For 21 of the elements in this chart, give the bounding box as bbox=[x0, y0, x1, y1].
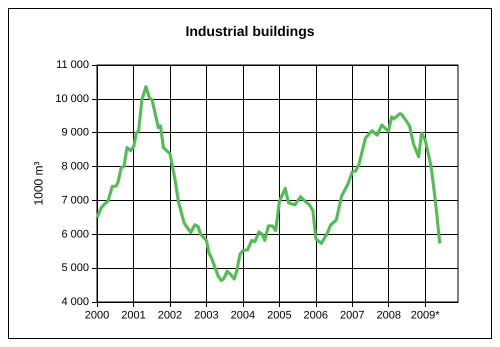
x-tick-label: 2000 bbox=[84, 310, 110, 322]
x-tick-label: 2005 bbox=[267, 310, 292, 322]
y-tick-label: 4 000 bbox=[61, 296, 89, 308]
y-tick-label: 6 000 bbox=[61, 228, 89, 240]
y-tick-label: 8 000 bbox=[61, 160, 89, 173]
x-tick-label: 2009* bbox=[410, 310, 440, 322]
x-tick-label: 2004 bbox=[230, 310, 256, 322]
line-series bbox=[96, 85, 442, 282]
y-axis-title: 1000 m³ bbox=[31, 161, 46, 206]
x-tick-label: 2001 bbox=[121, 310, 146, 322]
y-tick-label: 11 000 bbox=[56, 59, 89, 71]
y-tick-label: 9 000 bbox=[61, 126, 89, 139]
y-tick-label: 7 000 bbox=[61, 194, 89, 206]
x-tick-label: 2007 bbox=[340, 310, 364, 322]
x-tick-label: 2008 bbox=[376, 310, 401, 322]
y-tick-label: 5 000 bbox=[61, 262, 89, 274]
y-tick-label: 10 000 bbox=[55, 92, 89, 105]
chart-title: Industrial buildings bbox=[185, 23, 315, 39]
x-tick-label: 2006 bbox=[304, 310, 328, 322]
x-tick-label: 2002 bbox=[158, 310, 182, 322]
x-tick-label: 2003 bbox=[194, 310, 219, 322]
